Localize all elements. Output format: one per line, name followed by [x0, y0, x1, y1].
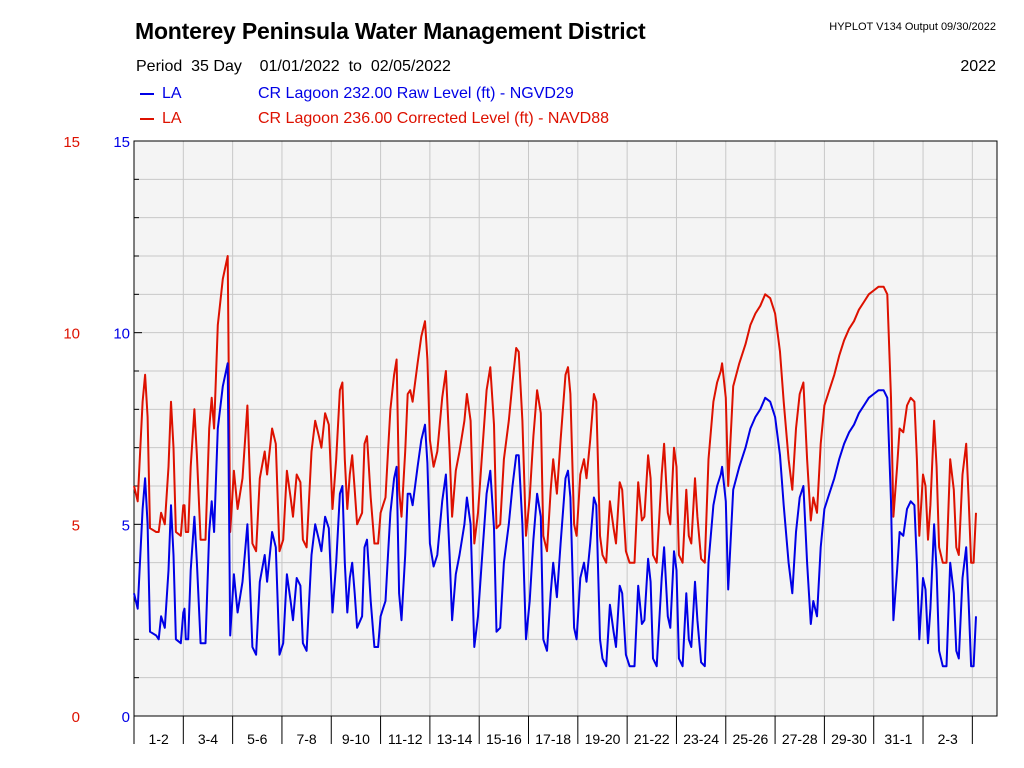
x-tick-label: 31-1 [884, 731, 912, 747]
right-axis-tick-label: 5 [122, 517, 130, 534]
series-line-corrected [133, 255, 977, 564]
plot-frame [133, 140, 998, 717]
x-tick-label: 7-8 [296, 731, 316, 747]
legend-code-corrected: LA [162, 110, 182, 127]
left-axis-tick-label: 5 [72, 517, 80, 534]
program-version-label: HYPLOT V134 Output 09/30/2022 [829, 21, 996, 33]
to-label: to [348, 58, 362, 75]
x-tick-label: 13-14 [437, 731, 473, 747]
legend-name-raw: CR Lagoon 232.00 Raw Level (ft) - NGVD29 [258, 85, 574, 102]
plot-area [134, 141, 997, 716]
left-axis-tick-label: 0 [72, 709, 80, 726]
period-label: Period [136, 58, 183, 75]
year-label: 2022 [960, 58, 996, 75]
series-line-raw [133, 362, 977, 668]
x-tick-label: 21-22 [634, 731, 670, 747]
end-date: 02/05/2022 [370, 58, 451, 75]
legend-name-corrected: CR Lagoon 236.00 Corrected Level (ft) - … [258, 110, 609, 127]
left-axis-tick-label: 15 [63, 134, 80, 151]
x-tick-label: 17-18 [535, 731, 571, 747]
x-tick-label: 27-28 [782, 731, 818, 747]
legend-code-raw: LA [162, 85, 182, 102]
x-tick-label: 3-4 [198, 731, 218, 747]
period-line: Period 35 Day 01/01/2022 to 02/05/2022 [136, 58, 451, 76]
legend-swatch-raw [140, 92, 154, 95]
legend-swatch-corrected [140, 117, 154, 120]
right-axis-tick-label: 10 [113, 326, 130, 343]
x-tick-label: 19-20 [585, 731, 621, 747]
x-tick-label: 9-10 [342, 731, 370, 747]
x-tick-label: 1-2 [149, 731, 169, 747]
right-axis-tick-label: 15 [113, 134, 130, 151]
x-tick-label: 2-3 [938, 731, 958, 747]
period-length: 35 Day [191, 58, 242, 75]
x-tick-label: 5-6 [247, 731, 267, 747]
left-axis-tick-label: 10 [63, 326, 80, 343]
x-tick-label: 25-26 [733, 731, 769, 747]
legend-entry-corrected: LA CR Lagoon 236.00 Corrected Level (ft) … [140, 110, 609, 128]
x-tick-label: 11-12 [388, 731, 423, 747]
chart-title: Monterey Peninsula Water Management Dist… [135, 18, 646, 44]
x-tick-label: 15-16 [486, 731, 522, 747]
right-axis-tick-label: 0 [122, 709, 130, 726]
start-date: 01/01/2022 [259, 58, 340, 75]
legend-entry-raw: LA CR Lagoon 232.00 Raw Level (ft) - NGVD… [140, 85, 574, 103]
x-tick-label: 23-24 [683, 731, 719, 747]
x-tick-label: 29-30 [831, 731, 867, 747]
